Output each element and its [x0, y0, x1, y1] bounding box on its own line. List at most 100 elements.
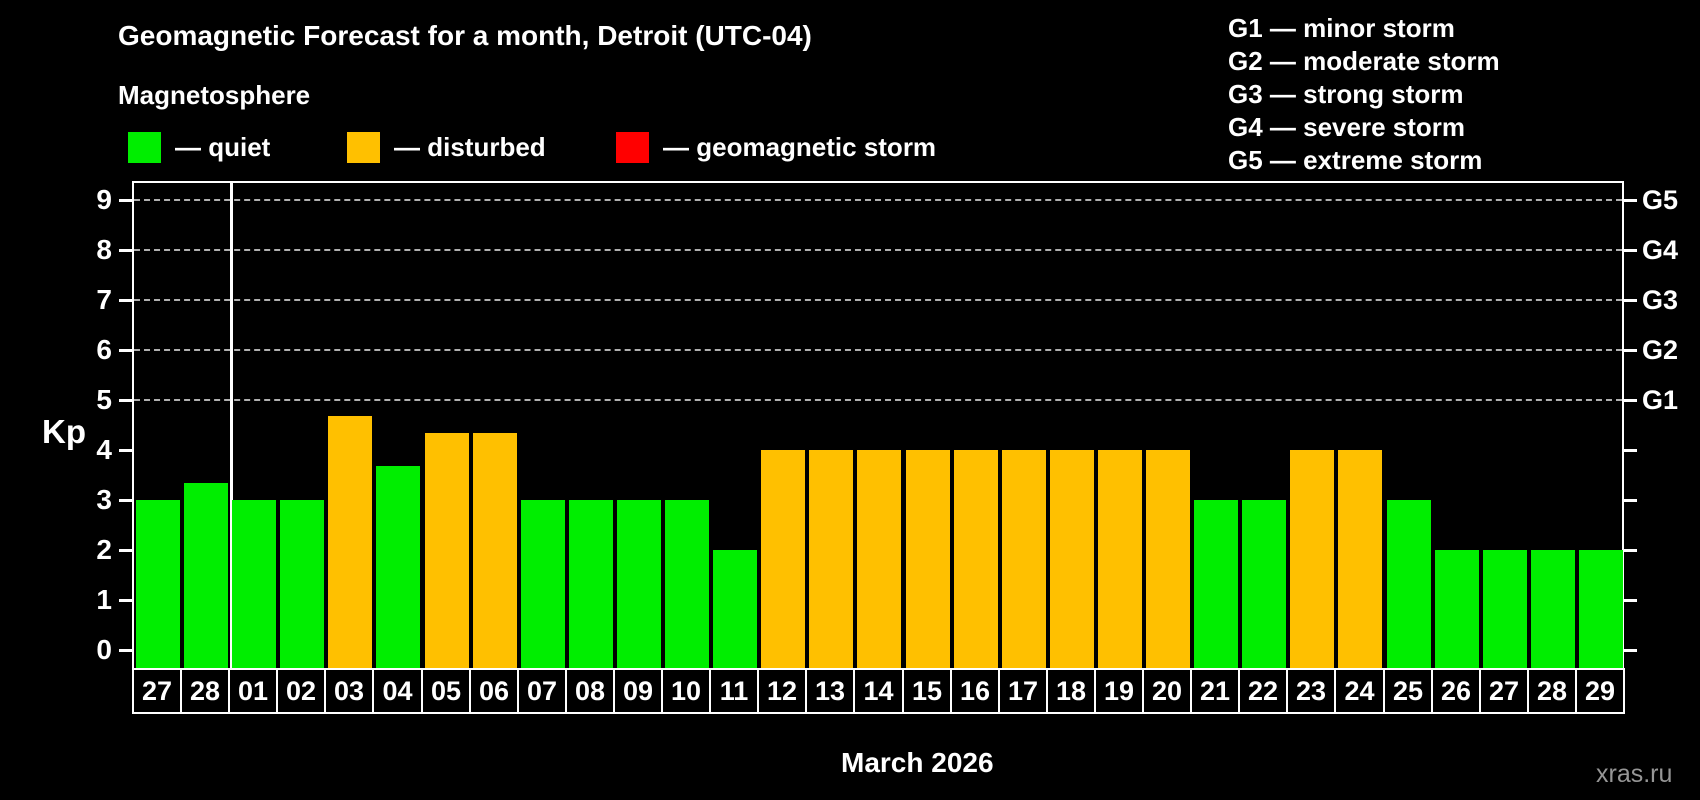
plot-frame-top: [132, 181, 1624, 183]
y-tick-label-7: 7: [96, 284, 112, 315]
kp-bar-22: [1242, 500, 1286, 668]
y-tick-left-1: [119, 599, 133, 602]
y-tick-right-9: [1623, 199, 1637, 202]
kp-bar-03: [328, 416, 372, 668]
kp-bar-09: [617, 500, 661, 668]
date-cell-13: 13: [805, 668, 855, 714]
date-cell-09: 09: [613, 668, 663, 714]
gridline-kp7: [134, 299, 1622, 301]
g-level-label-g1: G1: [1642, 385, 1679, 415]
y-tick-right-8: [1623, 249, 1637, 252]
date-cell-10: 10: [661, 668, 711, 714]
y-tick-left-0: [119, 649, 133, 652]
g-scale-legend: G1 — minor storm G2 — moderate storm G3 …: [1228, 12, 1500, 177]
g3-legend-line: G3 — strong storm: [1228, 79, 1464, 109]
kp-bar-24: [1338, 450, 1382, 668]
date-axis: 27 28 01 02 03 04 05 06 07 08 09 10 11 12 13 14 15 16 17 18…: [132, 668, 1632, 714]
kp-bar-04: [376, 466, 420, 668]
g-level-label-g4: G4: [1642, 235, 1679, 265]
gridline-kp8: [134, 249, 1622, 251]
kp-bar-18: [1050, 450, 1094, 668]
storm-color-swatch: [616, 131, 649, 163]
kp-bar-15: [906, 450, 950, 668]
y-tick-right-2: [1623, 549, 1637, 552]
date-cell-23: 23: [1286, 668, 1336, 714]
y-tick-right-5: [1623, 399, 1637, 402]
g-level-label-g3: G3: [1642, 285, 1679, 315]
kp-bar-25: [1387, 500, 1431, 668]
legend-label-disturbed: — disturbed: [394, 131, 546, 162]
kp-bar-28: [184, 483, 228, 668]
plot-area: [132, 181, 1624, 668]
legend-label-quiet: — quiet: [175, 131, 271, 162]
date-cell-12: 12: [757, 668, 807, 714]
date-cell-27: 27: [1479, 668, 1529, 714]
quiet-color-swatch: [128, 131, 161, 163]
kp-bar-28: [1531, 550, 1575, 668]
gridline-kp9: [134, 199, 1622, 201]
y-tick-left-9: [119, 199, 133, 202]
date-cell-15: 15: [902, 668, 952, 714]
plot-frame-left: [132, 181, 134, 668]
legend-item-geomagnetic-storm: — geomagnetic storm: [616, 131, 936, 163]
date-cell-28: 28: [180, 668, 230, 714]
gridline-kp5: [134, 399, 1622, 401]
kp-bar-17: [1002, 450, 1046, 668]
date-cell-03: 03: [324, 668, 374, 714]
y-tick-label-9: 9: [96, 184, 112, 215]
page-title: Geomagnetic Forecast for a month, Detroi…: [118, 20, 812, 51]
kp-bar-10: [665, 500, 709, 668]
y-tick-label-6: 6: [96, 334, 112, 365]
y-tick-right-0: [1623, 649, 1637, 652]
kp-bar-14: [857, 450, 901, 668]
kp-bar-27: [1483, 550, 1527, 668]
y-tick-label-2: 2: [96, 534, 112, 565]
date-cell-14: 14: [853, 668, 904, 714]
date-cell-20: 20: [1142, 668, 1192, 714]
g-level-label-g2: G2: [1642, 335, 1679, 365]
date-cell-29: 29: [1575, 668, 1625, 714]
date-cell-27: 27: [132, 668, 182, 714]
date-cell-19: 19: [1094, 668, 1144, 714]
y-tick-right-7: [1623, 299, 1637, 302]
kp-bar-27: [136, 500, 180, 668]
legend-item-quiet: — quiet: [128, 131, 270, 163]
y-tick-label-8: 8: [96, 234, 112, 265]
date-cell-04: 04: [372, 668, 423, 714]
g2-legend-line: G2 — moderate storm: [1228, 46, 1500, 76]
kp-bar-07: [521, 500, 565, 668]
y-tick-left-2: [119, 549, 133, 552]
date-cell-25: 25: [1383, 668, 1433, 714]
date-cell-21: 21: [1190, 668, 1240, 714]
date-cell-07: 07: [517, 668, 567, 714]
kp-bar-21: [1194, 500, 1238, 668]
y-tick-left-7: [119, 299, 133, 302]
date-cell-11: 11: [709, 668, 759, 714]
legend-item-disturbed: — disturbed: [347, 131, 546, 163]
kp-bar-16: [954, 450, 998, 668]
y-tick-label-3: 3: [96, 484, 112, 515]
date-cell-08: 08: [565, 668, 615, 714]
plot-frame-right: [1622, 181, 1624, 668]
y-tick-label-1: 1: [96, 584, 112, 615]
gridline-kp6: [134, 349, 1622, 351]
kp-bar-06: [473, 433, 517, 668]
legend-label-geomagnetic-storm: — geomagnetic storm: [663, 131, 937, 162]
y-tick-left-5: [119, 399, 133, 402]
g5-legend-line: G5 — extreme storm: [1228, 145, 1483, 175]
date-cell-17: 17: [998, 668, 1048, 714]
y-tick-left-8: [119, 249, 133, 252]
date-cell-24: 24: [1334, 668, 1385, 714]
kp-bar-08: [569, 500, 613, 668]
y-tick-left-6: [119, 349, 133, 352]
date-cell-06: 06: [469, 668, 519, 714]
month-boundary-line: [230, 181, 233, 668]
g1-legend-line: G1 — minor storm: [1228, 13, 1455, 43]
date-cell-26: 26: [1431, 668, 1481, 714]
date-cell-05: 05: [421, 668, 471, 714]
kp-bar-19: [1098, 450, 1142, 668]
kp-bar-23: [1290, 450, 1334, 668]
y-tick-right-1: [1623, 599, 1637, 602]
kp-bar-29: [1579, 550, 1623, 668]
y-tick-right-4: [1623, 449, 1637, 452]
